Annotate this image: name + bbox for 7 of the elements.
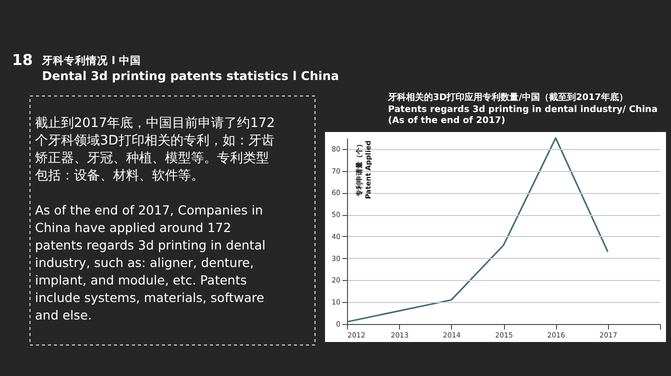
text: 18 [12,51,33,69]
text: As of the end of 2017, Companies in China have applied around 172 patents regards 3d printing in dental industry, such as: aligner, denture, implant, and module, etc. Patents include systems, materials, software and else. [35,202,266,322]
text: Dental 3d printing patents statistics l China [42,69,340,83]
text: 截止到2017年底，中国目前申请了约172个牙科领域3D打印相关的专利，如：牙齿矫正器、牙冠、种植、模型等。专利类型包括：设备、材料、软件等。 [35,116,275,184]
chart-title: 牙科相关的3D打印应用专利数量/中国（截至到2017年底） [387,92,628,103]
text: 牙科专利情况 l 中国 [41,54,141,67]
chart-subtitle: Patents regards 3d printing in dental industry/ China (As of the end of 2017) [388,105,658,126]
